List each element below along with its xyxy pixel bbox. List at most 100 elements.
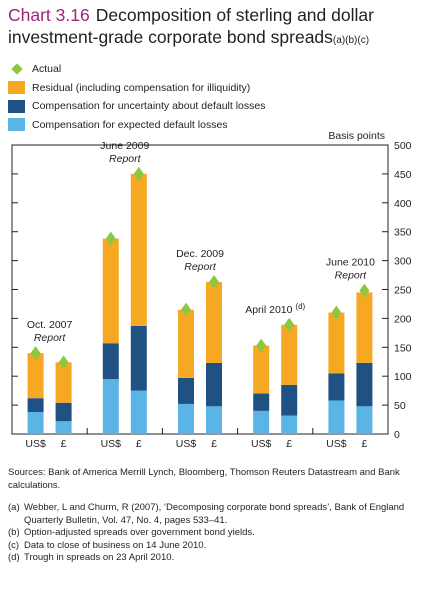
bar-segment: [27, 412, 44, 434]
x-tick-label: £: [361, 438, 367, 450]
bar-segment: [356, 406, 373, 434]
footnote-label: (c): [8, 539, 20, 551]
footnote-label: (b): [8, 527, 20, 538]
footnotes: Sources: Bank of America Merrill Lynch, …: [8, 467, 433, 565]
y-tick-label: 50: [394, 400, 406, 412]
x-tick-label: £: [211, 438, 217, 450]
footnote-b: (b) Option-adjusted spreads over governm…: [8, 527, 433, 540]
actual-marker: [331, 305, 342, 320]
actual-marker: [256, 338, 267, 353]
y-tick-label: 100: [394, 371, 412, 383]
diamond-icon: [10, 63, 23, 75]
group-label: April 2010 (d): [245, 301, 305, 316]
chart-title: Chart 3.16 Decomposition of sterling and …: [8, 4, 436, 48]
actual-marker: [181, 302, 191, 317]
bar-segment: [55, 402, 72, 422]
bar-segment: [281, 384, 298, 416]
bar-segment: [178, 403, 194, 434]
legend-label: Residual (including compensation for ill…: [32, 81, 251, 94]
legend-label: Compensation for expected default losses: [32, 118, 228, 131]
actual-marker: [30, 346, 41, 361]
footnote-text: Webber, L and Churm, R (2007), ‘Decompos…: [24, 502, 405, 526]
legend-label: Actual: [32, 63, 62, 76]
bar-segment: [206, 362, 222, 407]
sources-note: Sources: Bank of America Merrill Lynch, …: [8, 467, 400, 491]
legend-label: Compensation for uncertainty about defau…: [32, 100, 266, 113]
footnote-a: (a) Webber, L and Churm, R (2007), ‘Deco…: [8, 502, 433, 527]
y-tick-label: 350: [394, 227, 412, 239]
x-tick-label: US$: [101, 438, 122, 450]
legend-swatch-actual: [8, 63, 25, 76]
actual-marker: [359, 283, 370, 298]
x-tick-label: US$: [176, 438, 197, 450]
group-label: Oct. 2007: [27, 319, 73, 331]
bar-segment: [328, 312, 345, 374]
bar-segment: [253, 393, 270, 411]
bar-segment: [102, 379, 119, 434]
legend-item-actual: Actual: [8, 60, 428, 79]
footnote-text: Option-adjusted spreads over government …: [24, 527, 255, 538]
group-label-superscript: (d): [295, 301, 305, 310]
bar-segment: [27, 353, 44, 399]
actual-marker: [284, 317, 295, 332]
y-tick-label: 500: [394, 140, 412, 152]
y-tick-label: 200: [394, 313, 412, 325]
x-tick-label: £: [61, 438, 67, 450]
footnote-c: (c) Data to close of business on 14 June…: [8, 540, 433, 553]
y-tick-label: 400: [394, 198, 412, 210]
bar-segment: [130, 325, 147, 391]
group-label: June 2010: [326, 257, 375, 269]
y-tick-label: 150: [394, 342, 412, 354]
chart-title-notes: (a)(b)(c): [332, 35, 370, 46]
bar-segment: [328, 373, 345, 401]
bar-segment: [281, 324, 298, 385]
bar-segment: [55, 421, 72, 434]
bar-segment: [178, 377, 194, 404]
bar-segment: [27, 398, 44, 413]
actual-marker: [105, 231, 116, 246]
footnote-text: Trough in spreads on 23 April 2010.: [24, 552, 175, 563]
footnote-text: Data to close of business on 14 June 201…: [24, 539, 207, 551]
y-tick-label: 0: [394, 429, 400, 441]
bar-segment: [130, 390, 147, 434]
x-tick-label: £: [286, 438, 292, 450]
group-label-italic: Report: [184, 261, 217, 273]
bar-segment: [206, 281, 222, 363]
bar-segment: [356, 292, 373, 363]
y-tick-label: 250: [394, 285, 412, 297]
legend-item-residual: Residual (including compensation for ill…: [8, 79, 428, 98]
footnote-label: (d): [8, 552, 20, 563]
group-label-italic: Report: [109, 153, 142, 165]
actual-marker: [209, 274, 219, 289]
footnote-d: (d) Trough in spreads on 23 April 2010.: [8, 552, 433, 565]
x-tick-label: US$: [326, 438, 347, 450]
legend-swatch-residual: [8, 81, 25, 95]
bar-segment: [253, 345, 270, 394]
group-label: Dec. 2009: [176, 248, 224, 260]
bar-segment: [102, 238, 119, 344]
footnote-label: (a): [8, 502, 20, 513]
bar-segment: [253, 410, 270, 434]
actual-marker: [133, 166, 144, 181]
legend: Actual Residual (including compensation …: [8, 60, 428, 134]
bar-segment: [130, 173, 147, 326]
plot-area: 0 50 100 150 200 250 300 350 400 450 500 US$ £ US$ £ US…: [11, 140, 412, 450]
bar-segment: [328, 400, 345, 434]
y-tick-label: 450: [394, 169, 412, 181]
legend-swatch-uncertainty: [8, 99, 25, 113]
chart-number: Chart 3.16: [8, 5, 90, 25]
chart-title-text: Decomposition of sterling and dollar inv…: [8, 5, 374, 47]
x-tick-label: £: [136, 438, 142, 450]
bar-segment: [206, 406, 222, 434]
legend-item-expected: Compensation for expected default losses: [8, 116, 428, 135]
bar-segment: [356, 362, 373, 407]
bar-segment: [102, 343, 119, 380]
legend-swatch-expected: [8, 118, 25, 132]
legend-item-uncertainty: Compensation for uncertainty about defau…: [8, 97, 428, 116]
bar-segment: [55, 362, 72, 403]
x-tick-label: US$: [25, 438, 46, 450]
group-label: June 2009: [100, 140, 149, 152]
group-label-italic: Report: [34, 332, 67, 344]
chart-plot: Basis points 0 50 100 150 200 250 300 350 400 450…: [11, 130, 412, 450]
x-tick-label: US$: [251, 438, 272, 450]
